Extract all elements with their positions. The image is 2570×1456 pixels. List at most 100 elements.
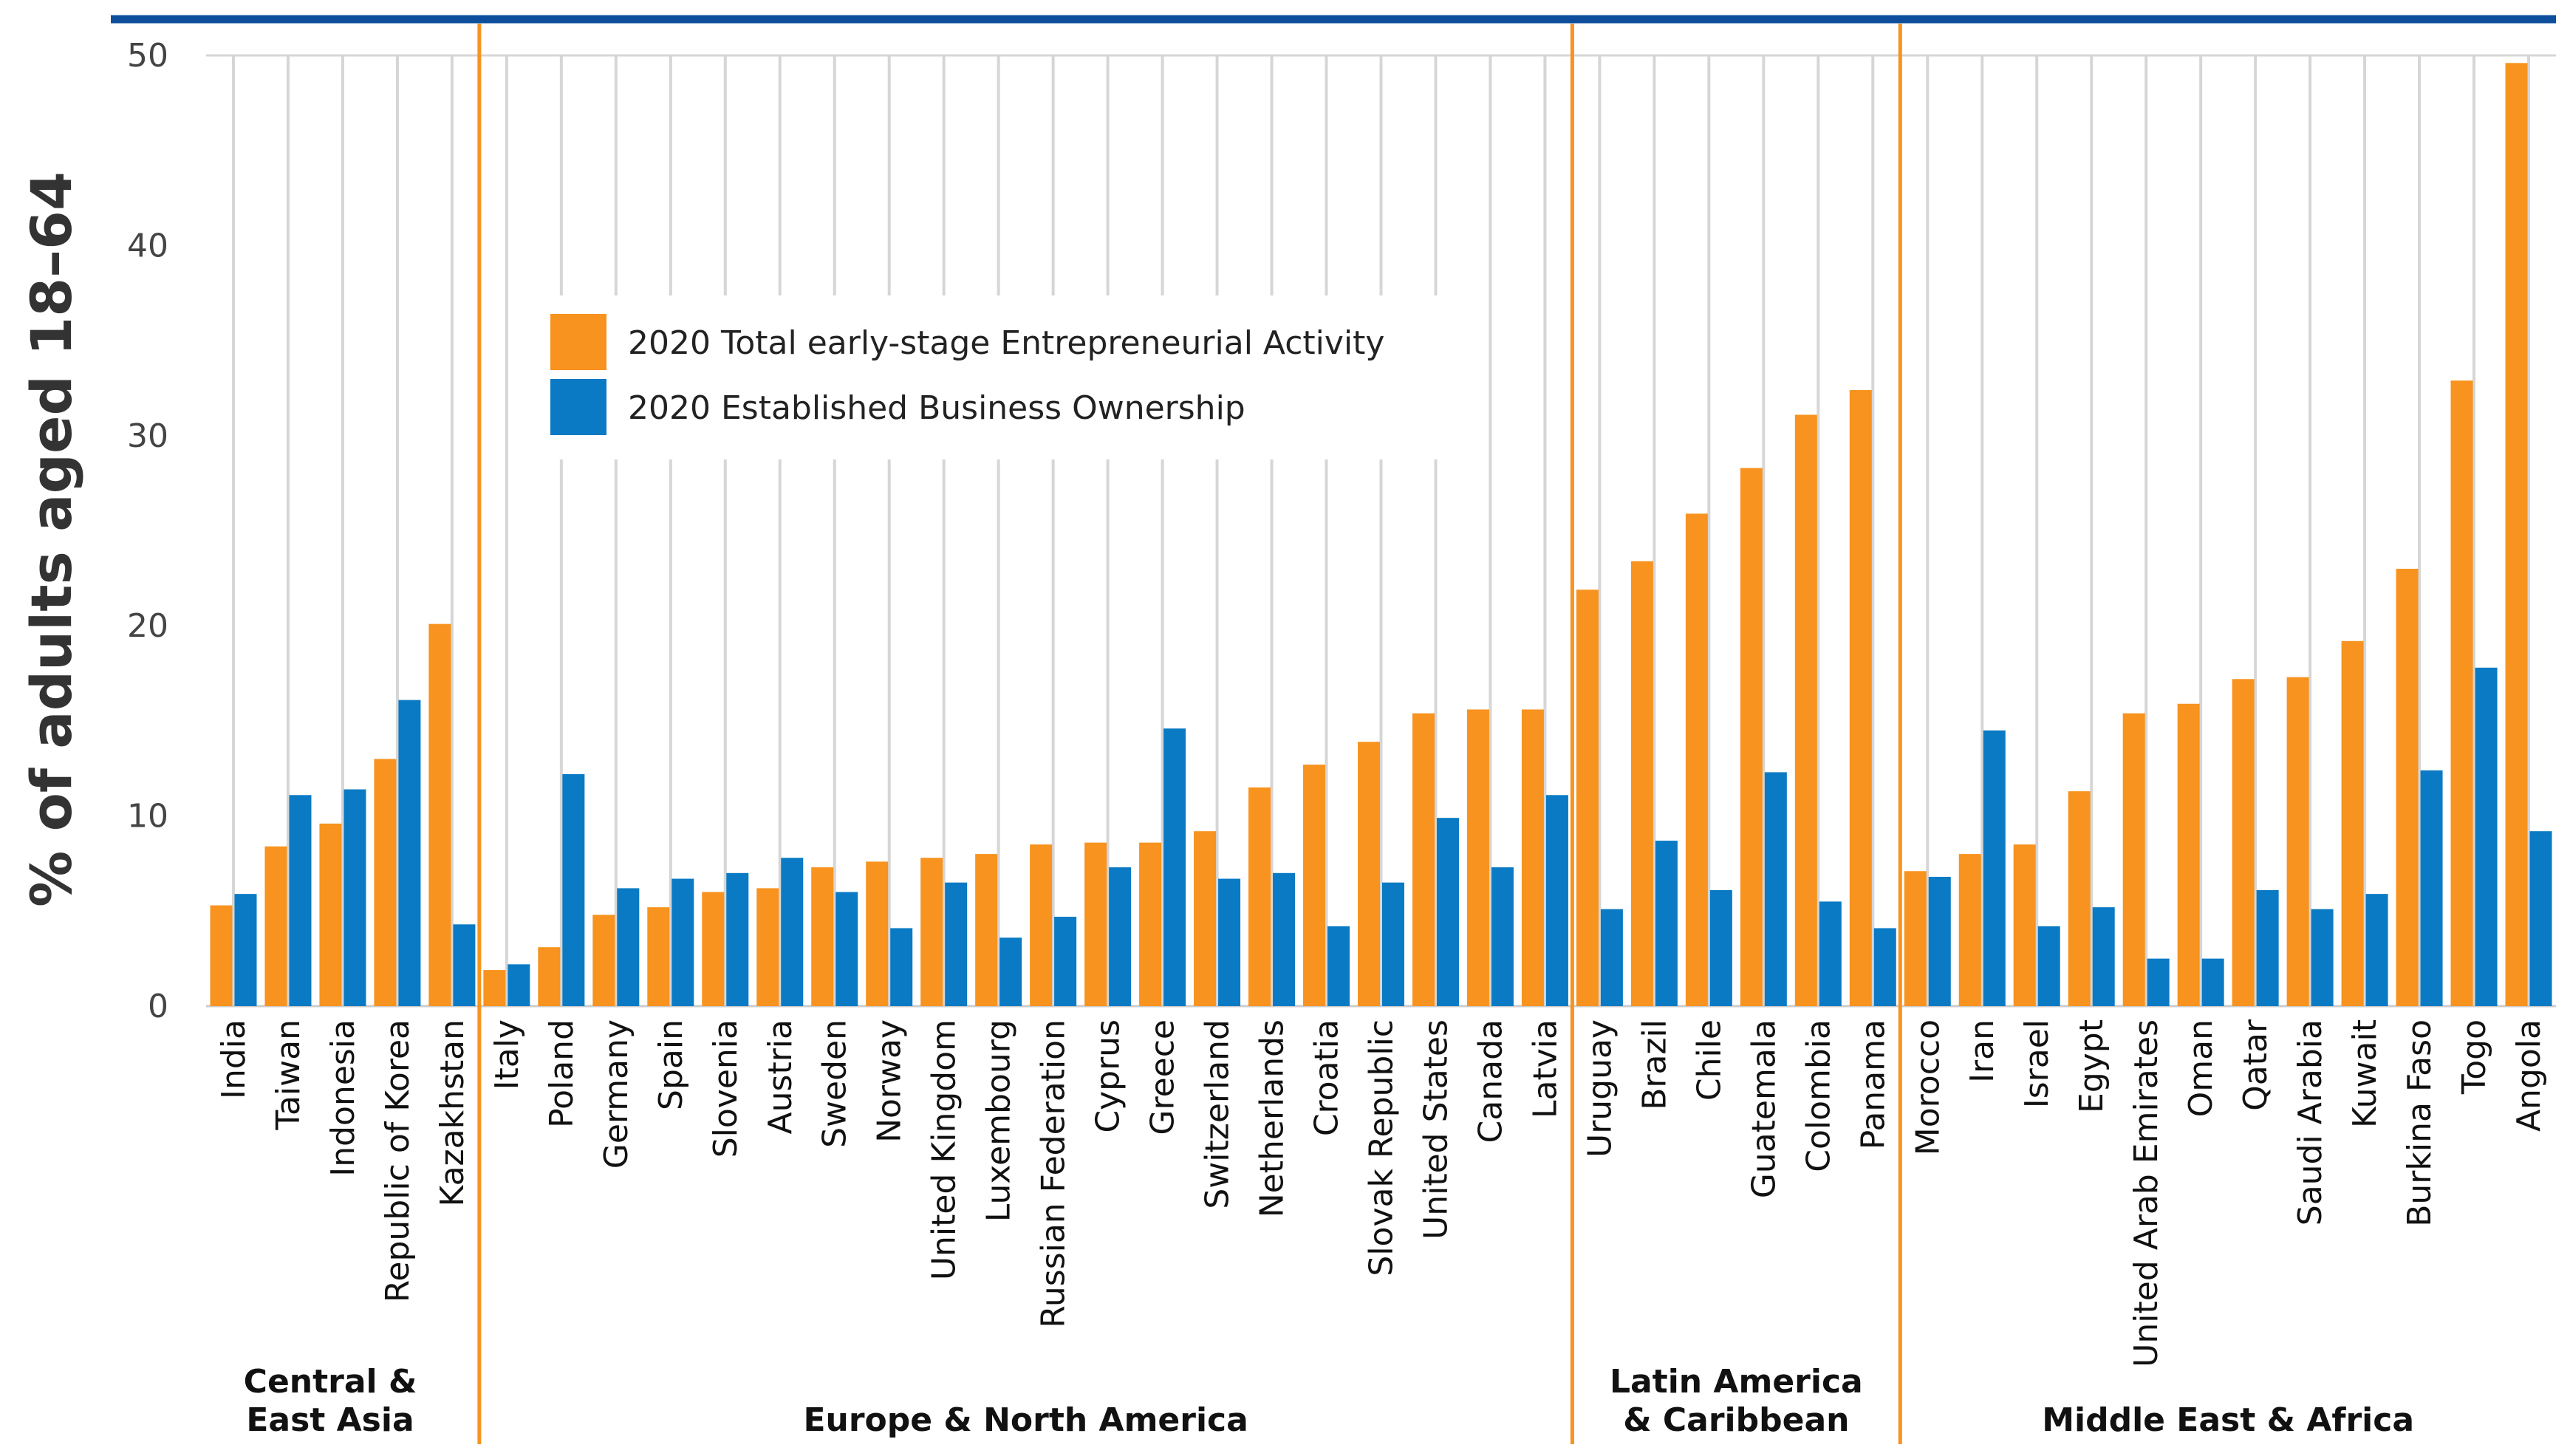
bar-ebo xyxy=(890,928,913,1006)
y-tick-label: 40 xyxy=(127,227,168,264)
bar-ebo xyxy=(671,878,694,1006)
bar-tea xyxy=(1904,871,1927,1006)
bar-tea xyxy=(264,846,287,1006)
bar-tea xyxy=(1248,787,1271,1006)
y-axis-ticks: 0 10 20 30 40 50 xyxy=(127,37,168,1025)
y-tick-label: 20 xyxy=(127,607,168,645)
category-label: Spain xyxy=(652,1019,690,1110)
bar-tea xyxy=(2286,677,2309,1006)
bar-tea xyxy=(2232,679,2255,1006)
bar-ebo xyxy=(344,789,366,1006)
category-label: Egypt xyxy=(2073,1019,2111,1113)
region-label: Middle East & Africa xyxy=(2042,1401,2414,1439)
bar-ebo xyxy=(2201,958,2224,1006)
region-label: Europe & North America xyxy=(803,1401,1248,1439)
category-label: Iran xyxy=(1964,1019,2001,1083)
category-label: Luxembourg xyxy=(980,1019,1018,1222)
bar-tea xyxy=(2177,703,2200,1006)
bar-ebo xyxy=(1273,872,1296,1006)
category-label: Sweden xyxy=(816,1019,854,1148)
category-label: Togo xyxy=(2455,1019,2493,1095)
bar-ebo xyxy=(1928,876,1951,1006)
bar-tea xyxy=(2122,713,2145,1006)
bar-tea xyxy=(2068,791,2091,1006)
category-label: Taiwan xyxy=(270,1019,307,1131)
category-label: Latvia xyxy=(1526,1019,1564,1118)
bar-tea xyxy=(1958,854,1981,1006)
bar-tea xyxy=(866,861,889,1006)
region-labels: Central & East Asia Europe & North America… xyxy=(244,1363,2414,1439)
category-label: Slovenia xyxy=(707,1019,745,1158)
category-label: Italy xyxy=(488,1019,526,1090)
category-label: Canada xyxy=(1472,1019,1509,1143)
category-label: Panama xyxy=(1854,1019,1892,1149)
category-label: Chile xyxy=(1690,1019,1728,1101)
bar-ebo xyxy=(2529,831,2552,1006)
bar-tea xyxy=(1794,414,1817,1006)
bar-tea xyxy=(1466,709,1489,1006)
category-label: Indonesia xyxy=(324,1019,362,1177)
bar-tea xyxy=(1412,713,1435,1006)
category-label: United Arab Emirates xyxy=(2128,1019,2165,1367)
category-label: Cyprus xyxy=(1090,1019,1127,1133)
bar-tea xyxy=(1358,742,1380,1006)
category-label: Saudi Arabia xyxy=(2292,1019,2329,1226)
category-labels: India Taiwan Indonesia Republic of Korea Kaz… xyxy=(215,1019,2548,1367)
bar-tea xyxy=(1740,468,1763,1006)
bar-ebo xyxy=(1327,926,1350,1006)
bar-ebo xyxy=(726,872,749,1006)
bar-ebo xyxy=(1600,909,1623,1006)
region-label-line: Latin America xyxy=(1610,1363,1863,1401)
bar-ebo xyxy=(2147,958,2170,1006)
legend-swatch-ebo xyxy=(550,379,606,435)
category-label: Brazil xyxy=(1636,1019,1673,1110)
bar-ebo xyxy=(507,964,530,1006)
bar-tea xyxy=(210,905,233,1006)
category-label: Austria xyxy=(762,1019,799,1134)
legend-label-ebo: 2020 Established Business Ownership xyxy=(628,389,1245,427)
legend-label-tea: 2020 Total early-stage Entrepreneurial A… xyxy=(628,324,1384,362)
region-label-line: Central & xyxy=(244,1363,417,1401)
category-label: India xyxy=(215,1019,253,1099)
bar-tea xyxy=(1849,390,1872,1006)
bar-tea xyxy=(2450,380,2473,1006)
category-label: Kuwait xyxy=(2346,1019,2384,1128)
category-label: Croatia xyxy=(1308,1019,1346,1136)
region-label-line: & Caribbean xyxy=(1623,1401,1849,1439)
y-axis-label: % of adults aged 18–64 xyxy=(18,171,84,907)
bar-tea xyxy=(975,854,998,1006)
category-label: Switzerland xyxy=(1199,1019,1237,1209)
category-label: Israel xyxy=(2018,1019,2056,1108)
category-label: Greece xyxy=(1144,1019,1182,1135)
bar-tea xyxy=(2505,63,2528,1006)
category-label: Uruguay xyxy=(1581,1019,1619,1158)
bar-tea xyxy=(1194,831,1217,1006)
bar-ebo xyxy=(1545,795,1568,1006)
bar-tea xyxy=(428,623,451,1006)
y-tick-label: 0 xyxy=(148,988,168,1025)
region-label-line: Middle East & Africa xyxy=(2042,1401,2414,1439)
bars xyxy=(210,63,2552,1006)
bar-ebo xyxy=(999,937,1022,1006)
bar-ebo xyxy=(234,894,257,1006)
legend-background xyxy=(530,295,1480,459)
bar-ebo xyxy=(1109,867,1132,1006)
bar-ebo xyxy=(2256,889,2279,1006)
bar-ebo xyxy=(617,888,640,1006)
bar-ebo xyxy=(1382,882,1404,1006)
category-label: United Kingdom xyxy=(926,1019,963,1280)
grid-lines xyxy=(206,54,2556,1008)
bar-ebo xyxy=(1491,867,1514,1006)
bar-tea xyxy=(811,867,834,1006)
bar-ebo xyxy=(2037,926,2060,1006)
region-label: Central & East Asia xyxy=(244,1363,417,1439)
bar-ebo xyxy=(2420,770,2443,1006)
bar-tea xyxy=(1630,561,1653,1006)
category-label: Norway xyxy=(871,1019,909,1143)
region-dividers xyxy=(477,24,1902,1444)
bar-ebo xyxy=(2475,667,2498,1006)
bar-tea xyxy=(920,858,943,1006)
bar-tea xyxy=(1084,842,1107,1006)
region-label-line: East Asia xyxy=(246,1401,414,1439)
category-label: Angola xyxy=(2510,1019,2548,1132)
